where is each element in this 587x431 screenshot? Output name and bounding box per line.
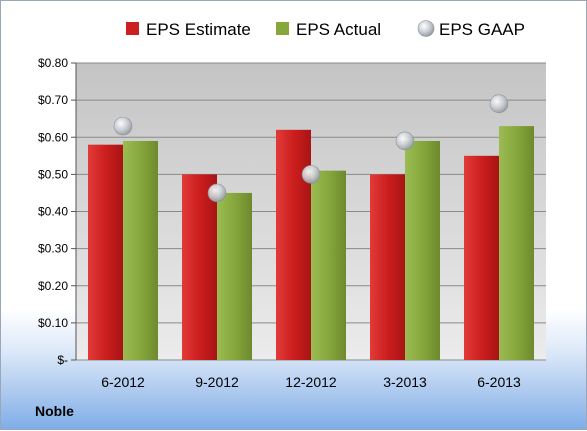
eps-gaap-point-6-2013 (489, 94, 509, 114)
legend-label-eps-gaap: EPS GAAP (439, 20, 525, 39)
bar-eps-actual-12-2012 (311, 170, 346, 360)
legend: EPS Estimate EPS Actual EPS GAAP (126, 20, 525, 39)
bar-eps-estimate-12-2012 (276, 129, 311, 360)
eps-gaap-point-9-2012 (207, 183, 227, 203)
y-tick-label: $0.10 (38, 316, 68, 330)
y-tick-label: $0.80 (38, 56, 68, 70)
bar-eps-estimate-6-2012 (88, 144, 123, 360)
x-tick-label: 12-2012 (285, 374, 337, 390)
y-tick-label: $0.30 (38, 242, 68, 256)
legend-swatch-eps-actual (276, 22, 289, 35)
bar-eps-actual-6-2013 (499, 126, 534, 360)
y-tick-label: $0.70 (38, 93, 68, 107)
x-tick-label: 9-2012 (195, 374, 239, 390)
bar-eps-estimate-3-2013 (370, 174, 405, 360)
bars (88, 126, 534, 360)
eps-gaap-point-6-2012 (113, 116, 133, 136)
eps-gaap-point-3-2013 (395, 131, 415, 151)
y-tick-label: $- (57, 353, 68, 367)
bar-eps-actual-6-2012 (123, 140, 158, 360)
x-tick-label: 6-2013 (477, 374, 521, 390)
gaap-points (113, 94, 509, 203)
axes: $- $0.10 $0.20 $0.30 $0.40 $0.50 $0.60 $0.70 $0.… (38, 56, 521, 390)
x-tick-label: 6-2012 (101, 374, 145, 390)
legend-swatch-eps-estimate (126, 22, 139, 35)
eps-gaap-point-12-2012 (301, 165, 321, 184)
y-tick-label: $0.50 (38, 167, 68, 181)
y-tick-label: $0.40 (38, 205, 68, 219)
legend-swatch-eps-gaap (417, 20, 435, 37)
y-tick-label: $0.20 (38, 279, 68, 293)
y-tick-label: $0.60 (38, 130, 68, 144)
x-tick-label: 3-2013 (383, 374, 427, 390)
legend-label-eps-actual: EPS Actual (296, 20, 381, 39)
bar-eps-actual-3-2013 (405, 140, 440, 360)
bar-eps-estimate-9-2012 (182, 174, 217, 360)
company-name: Noble (35, 403, 74, 419)
legend-label-eps-estimate: EPS Estimate (146, 20, 251, 39)
bar-eps-estimate-6-2013 (464, 155, 499, 360)
bar-eps-actual-9-2012 (217, 192, 252, 360)
